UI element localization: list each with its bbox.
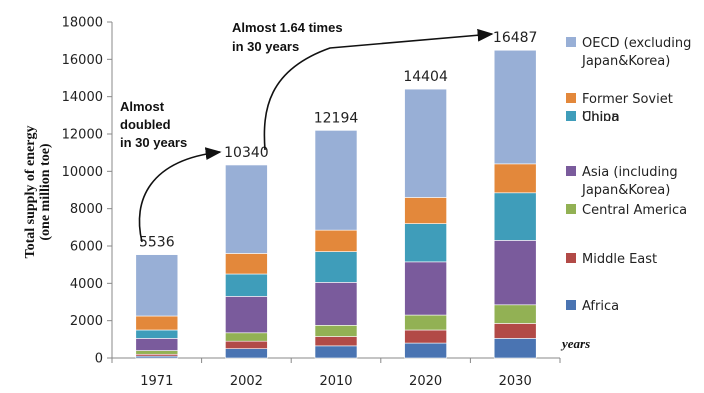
bar-total-label: 16487 (493, 30, 538, 46)
legend-label: China (582, 110, 619, 125)
legend-label: Union (582, 110, 620, 125)
bar-segment (225, 332, 268, 342)
bar-segment (493, 49, 537, 165)
bar-segment (404, 197, 447, 224)
bar-segment (225, 348, 268, 359)
y-tick-label: 16000 (62, 53, 103, 68)
bar-segment (404, 329, 447, 344)
bar-segment (225, 253, 268, 275)
bar-segment (404, 261, 447, 316)
bar-segment (493, 163, 537, 194)
y-tick-label: 8000 (70, 202, 103, 217)
bar-segment (314, 345, 358, 359)
y-tick-label: 12000 (62, 128, 103, 143)
legend-swatch (566, 37, 576, 47)
bar-segment (314, 336, 358, 347)
bar-segment (314, 251, 358, 283)
x-tick-label: 2010 (319, 374, 352, 389)
legend-swatch (566, 300, 576, 310)
legend-label: Central America (582, 203, 687, 218)
y-tick-label: 18000 (62, 16, 103, 31)
times-arrow (263, 28, 494, 151)
bars (135, 49, 537, 359)
legend-swatch (566, 204, 576, 214)
doubled-annotation-line-2: doubled (120, 117, 171, 132)
bar-segment (135, 315, 179, 331)
years-label: years (560, 336, 590, 351)
x-tick-label: 2002 (230, 374, 263, 389)
doubled-annotation-line-1: Almost (120, 99, 165, 114)
legend-swatch (566, 93, 576, 103)
x-tick-label: 1971 (140, 374, 173, 389)
legend-label: Africa (582, 299, 619, 314)
bar-segment (493, 192, 537, 241)
x-tick-label: 2020 (409, 374, 442, 389)
bar-segment (225, 164, 268, 254)
y-tick-label: 0 (95, 352, 103, 367)
axes: 0 2000 4000 6000 8000 10000 12000 14000 16000 180… (62, 16, 561, 389)
bar-segment (493, 338, 537, 359)
bar-segment (225, 296, 268, 334)
bar-segment (135, 350, 179, 355)
bar-segment (225, 273, 268, 297)
bar-segment (404, 314, 447, 331)
x-tick-label: 2030 (499, 374, 532, 389)
legend-swatch (566, 166, 576, 176)
bar-segment (404, 88, 447, 198)
legend-label: Former Soviet (582, 92, 673, 107)
bar-segment (314, 325, 358, 337)
legend-label: Asia (including (582, 165, 678, 180)
y-axis-title-line-1: Total supply of energy (23, 126, 38, 259)
bar-segment (314, 130, 358, 231)
legend-label: Japan&Korea) (581, 54, 670, 69)
bar-total-label: 12194 (314, 110, 359, 126)
bar-segment (225, 340, 268, 349)
bar-segment (493, 240, 537, 306)
legend-swatch (566, 253, 576, 263)
doubled-arrow (138, 147, 222, 243)
y-tick-label: 14000 (62, 90, 103, 105)
bar-segment (493, 323, 537, 339)
legend-label: Japan&Korea) (581, 183, 670, 198)
y-tick-label: 4000 (70, 277, 103, 292)
bar-segment (493, 304, 537, 324)
legend-label: Middle East (582, 252, 657, 267)
bar-segment (314, 282, 358, 326)
bar-total-label: 5536 (139, 235, 175, 251)
y-axis-title-line-2: (one million toe) (38, 143, 53, 241)
bar-segment (135, 338, 179, 351)
y-tick-label: 2000 (70, 314, 103, 329)
bar-total-label: 10340 (224, 145, 269, 161)
bar-segment (135, 329, 179, 339)
bar-total-label: 14404 (403, 69, 448, 85)
bar-segment (404, 342, 447, 359)
legend-label: OECD (excluding (582, 36, 691, 51)
times-annotation-line-2: in 30 years (232, 39, 299, 54)
y-tick-label: 10000 (62, 165, 103, 180)
bar-totals: 5536 10340 12194 14404 16487 (139, 30, 537, 250)
legend: OECD (excluding Japan&Korea) Former Soviet… (566, 36, 691, 314)
times-annotation-line-1: Almost 1.64 times (232, 20, 343, 35)
y-tick-label: 6000 (70, 240, 103, 255)
legend-swatch (566, 111, 576, 121)
bar-segment (314, 229, 358, 252)
bar-segment (135, 254, 179, 317)
bar-segment (404, 223, 447, 263)
doubled-annotation-line-3: in 30 years (120, 135, 187, 150)
